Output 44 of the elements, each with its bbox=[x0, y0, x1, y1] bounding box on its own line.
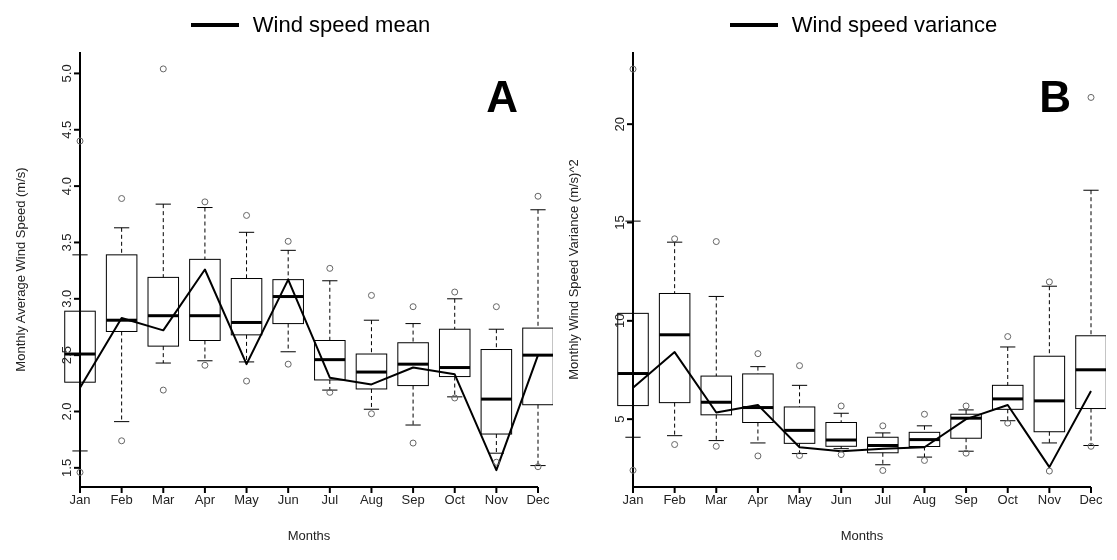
x-tick-label: Feb bbox=[110, 492, 133, 508]
legend-label: Wind speed mean bbox=[252, 12, 431, 38]
x-tick-label: Apr bbox=[747, 492, 769, 508]
y-tick-label: 5.0 bbox=[58, 64, 74, 83]
x-tick-label: Aug bbox=[359, 492, 384, 508]
x-tick-label: Mar bbox=[152, 492, 176, 508]
x-tick-label: May bbox=[787, 492, 813, 508]
x-tick-label: Jan bbox=[622, 492, 644, 508]
x-tick-label: Nov bbox=[1037, 492, 1062, 508]
x-tick-label: Dec bbox=[526, 492, 551, 508]
x-tick-label: Jul bbox=[874, 492, 892, 508]
x-tick-label: Oct bbox=[997, 492, 1019, 508]
y-tick-label: 3.0 bbox=[58, 289, 74, 308]
x-axis-title: Months bbox=[840, 528, 884, 543]
x-tick-label: Nov bbox=[484, 492, 509, 508]
y-tick-label: 2.0 bbox=[58, 402, 74, 421]
y-tick-label: 4.0 bbox=[58, 177, 74, 196]
x-axis-title: Months bbox=[287, 528, 331, 543]
y-axis-title: Monthly Wind Speed Variance (m/s)^2 bbox=[565, 159, 581, 380]
y-tick-label: 3.5 bbox=[58, 233, 74, 252]
x-tick-label: Aug bbox=[912, 492, 937, 508]
y-tick-label: 4.5 bbox=[58, 120, 74, 139]
y-axis-title: Monthly Average Wind Speed (m/s) bbox=[12, 167, 28, 372]
y-tick-label: 1.5 bbox=[58, 458, 74, 477]
y-tick-label: 10 bbox=[611, 313, 627, 329]
y-tick-label: 15 bbox=[611, 215, 627, 230]
x-tick-label: Jun bbox=[277, 492, 299, 508]
legend-label: Wind speed variance bbox=[791, 12, 998, 38]
x-tick-label: May bbox=[234, 492, 260, 508]
x-tick-label: Feb bbox=[663, 492, 686, 508]
annotation: B bbox=[1039, 72, 1071, 122]
x-tick-label: Oct bbox=[444, 492, 466, 508]
y-tick-label: 2.5 bbox=[58, 346, 74, 365]
x-tick-label: Dec bbox=[1079, 492, 1104, 508]
x-tick-label: Jul bbox=[321, 492, 339, 508]
y-tick-label: 20 bbox=[611, 116, 627, 132]
x-tick-label: Jan bbox=[69, 492, 91, 508]
annotation: A bbox=[486, 72, 518, 122]
x-tick-label: Sep bbox=[954, 492, 978, 508]
x-tick-label: Jun bbox=[830, 492, 852, 508]
y-tick-label: 5 bbox=[611, 415, 627, 423]
x-tick-label: Apr bbox=[194, 492, 216, 508]
x-tick-label: Sep bbox=[401, 492, 425, 508]
x-tick-label: Mar bbox=[705, 492, 729, 508]
